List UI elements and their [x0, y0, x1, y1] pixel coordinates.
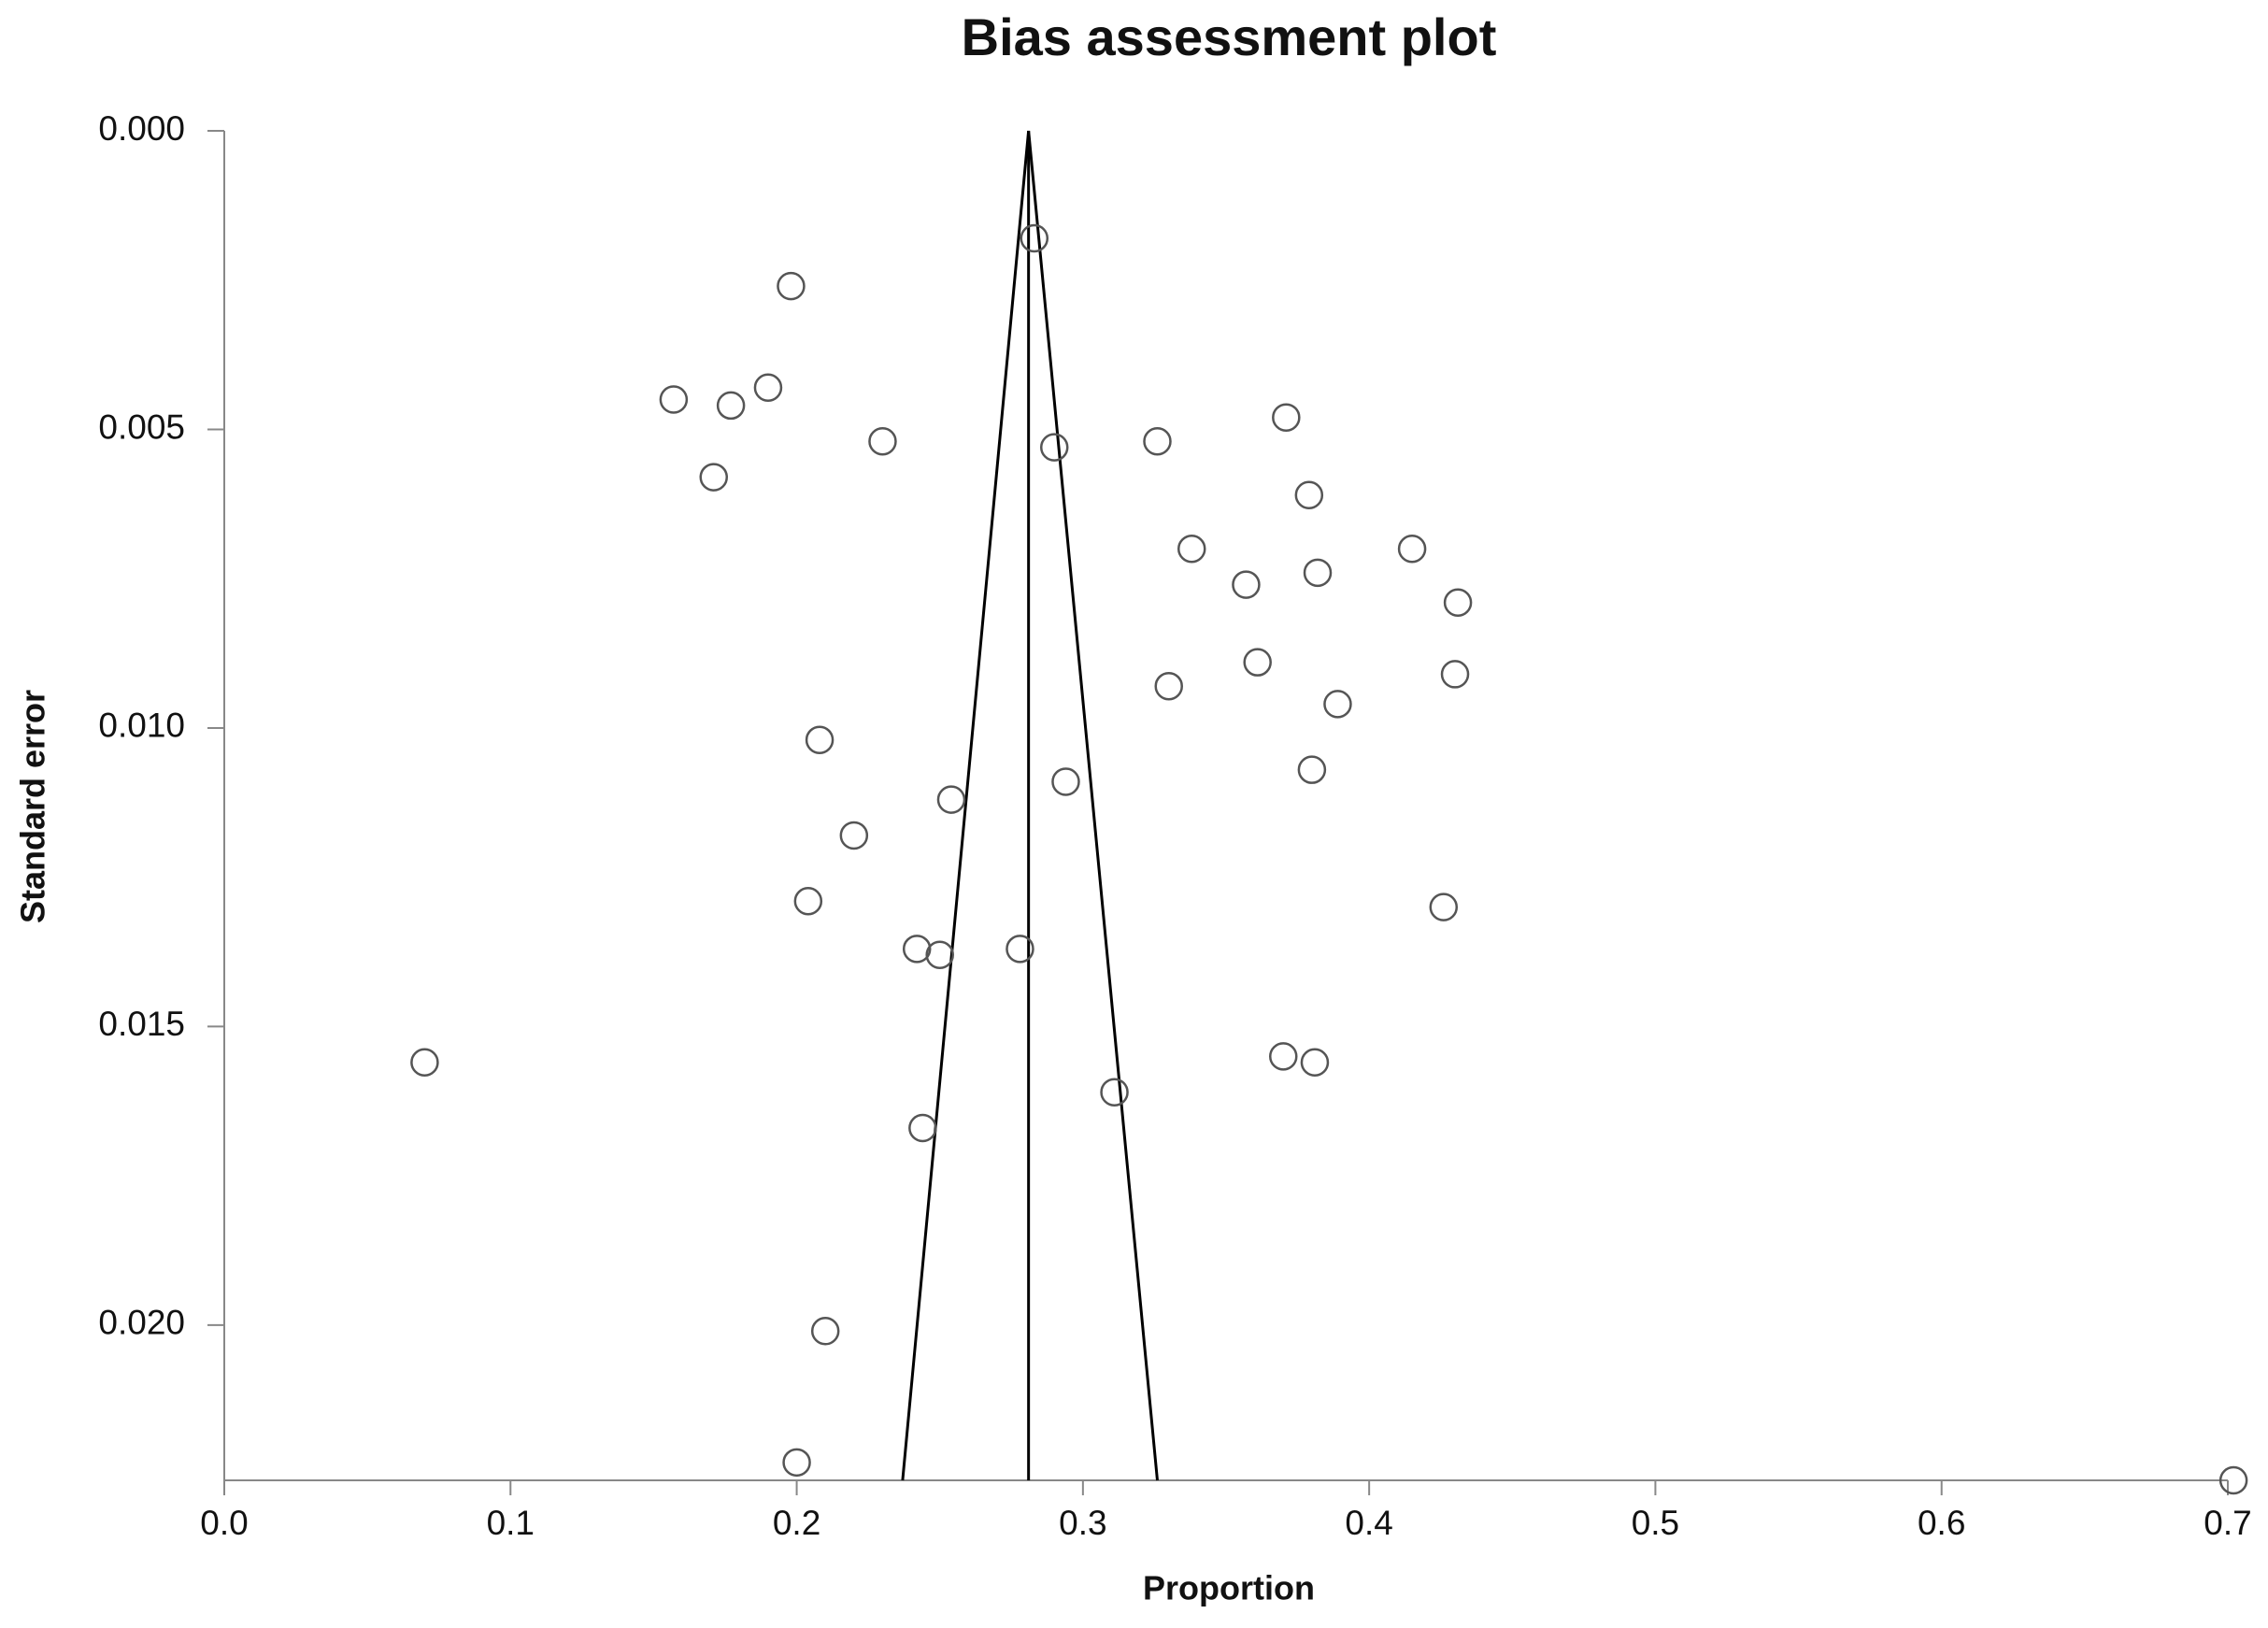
point — [782, 1448, 811, 1478]
point — [1294, 480, 1324, 510]
y-tick-label: 0.005 — [98, 407, 185, 446]
point — [2218, 1465, 2248, 1495]
x-axis-title: Proportion — [1143, 1569, 1315, 1607]
y-axis-title: Standard error — [14, 690, 52, 923]
y-tick-label: 0.010 — [98, 707, 185, 745]
point — [805, 725, 834, 754]
point — [1443, 588, 1473, 618]
point — [1303, 558, 1333, 588]
point — [753, 373, 783, 402]
point — [1297, 755, 1327, 784]
funnel-line — [901, 130, 1159, 1481]
point — [1269, 1042, 1298, 1071]
point — [793, 886, 823, 916]
x-tick-label: 0.2 — [773, 1504, 820, 1542]
point — [1143, 426, 1172, 456]
point — [839, 821, 869, 850]
point — [1154, 671, 1183, 701]
point — [810, 1317, 840, 1346]
point — [1300, 1048, 1330, 1077]
point — [868, 426, 897, 456]
x-tick-label: 0.7 — [2204, 1504, 2251, 1542]
x-tick-label: 0.4 — [1345, 1504, 1392, 1542]
point — [1243, 648, 1272, 677]
point — [659, 385, 689, 414]
point — [1232, 570, 1261, 599]
point — [1020, 223, 1049, 253]
point — [410, 1048, 439, 1077]
point — [699, 463, 728, 492]
point — [1429, 893, 1459, 921]
x-tick-label: 0.6 — [1918, 1504, 1965, 1542]
y-tick-label: 0.015 — [98, 1005, 185, 1043]
x-tick-label: 0.3 — [1059, 1504, 1106, 1542]
point — [1051, 767, 1080, 796]
point — [1323, 690, 1352, 719]
point — [1440, 660, 1470, 689]
point — [1272, 403, 1301, 432]
x-tick-label: 0.0 — [200, 1504, 248, 1542]
point — [1039, 433, 1069, 462]
point — [716, 391, 746, 421]
x-tick-label: 0.1 — [487, 1504, 535, 1542]
point — [925, 940, 954, 969]
point — [936, 785, 966, 814]
x-tick-label: 0.5 — [1632, 1504, 1679, 1542]
point — [902, 935, 932, 964]
point — [1397, 535, 1427, 564]
chart-title: Bias assessment plot — [962, 7, 1497, 66]
point — [908, 1113, 937, 1143]
point — [1177, 535, 1206, 564]
point — [1100, 1078, 1129, 1107]
point — [777, 271, 806, 301]
point — [1006, 935, 1034, 964]
y-tick-label: 0.000 — [98, 109, 185, 148]
y-tick-label: 0.020 — [98, 1304, 185, 1342]
